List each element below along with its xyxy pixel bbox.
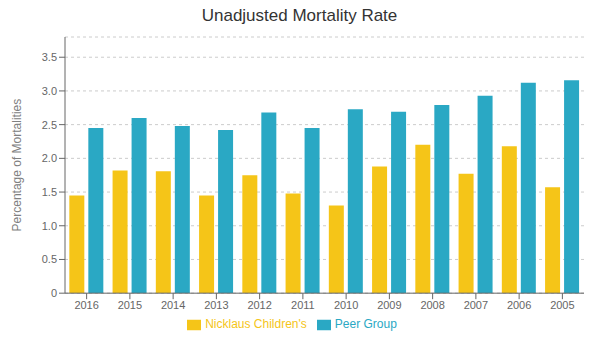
svg-text:2009: 2009 — [377, 299, 401, 311]
html-text:Peer Group: Peer Group — [334, 317, 397, 332]
svg-text:2.0: 2.0 — [42, 152, 57, 164]
svg-text:2005: 2005 — [550, 299, 574, 311]
svg-text:2.5: 2.5 — [42, 119, 57, 131]
svg-text:2007: 2007 — [464, 299, 488, 311]
svg-text:3.0: 3.0 — [42, 85, 57, 97]
svg-text:Percentage of Mortalities: Percentage of Mortalities — [10, 99, 24, 232]
svg-text:2012: 2012 — [247, 299, 271, 311]
svg-text:1.0: 1.0 — [42, 220, 57, 232]
svg-text:2006: 2006 — [507, 299, 531, 311]
svg-text:2011: 2011 — [291, 299, 315, 311]
svg-text:2016: 2016 — [74, 299, 98, 311]
svg-text:1.5: 1.5 — [42, 186, 57, 198]
svg-text:2013: 2013 — [204, 299, 228, 311]
svg-text:2015: 2015 — [118, 299, 142, 311]
svg-text:0.5: 0.5 — [42, 253, 57, 265]
html-text:Nicklaus Children's: Nicklaus Children's — [205, 317, 307, 332]
svg-text:2010: 2010 — [334, 299, 358, 311]
svg-text:2014: 2014 — [161, 299, 185, 311]
html-text:Unadjusted Mortality Rate: Unadjusted Mortality Rate — [201, 6, 398, 25]
svg-text:2008: 2008 — [420, 299, 444, 311]
svg-text:3.5: 3.5 — [42, 51, 57, 63]
svg-text:0: 0 — [51, 287, 57, 299]
